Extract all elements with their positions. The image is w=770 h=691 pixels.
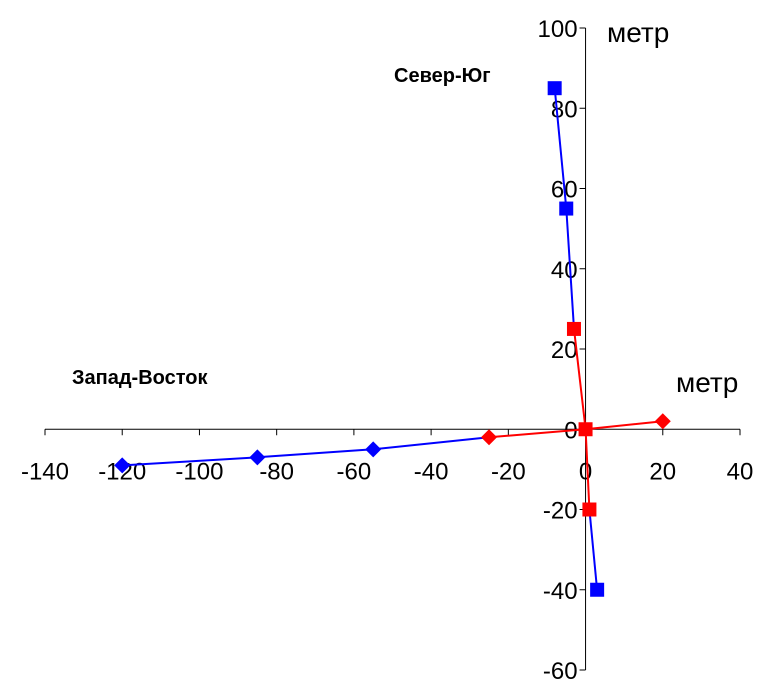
red-square-point	[566, 321, 581, 336]
x-tick-label: 0	[579, 458, 592, 485]
y-tick-label: 20	[551, 337, 578, 364]
x-unit-label: метр	[676, 367, 738, 398]
blue-square-point	[547, 81, 562, 96]
y-tick-label: -40	[543, 578, 578, 605]
red-diamond-point	[654, 413, 671, 430]
blue-diamond-point	[114, 457, 131, 474]
x-tick-label: -140	[21, 458, 69, 485]
x-tick-label: 40	[727, 458, 754, 485]
blue-square-point	[590, 582, 605, 597]
y-unit-label: метр	[607, 17, 669, 48]
x-tick-label: -20	[491, 458, 526, 485]
x-tick-label: 20	[649, 458, 676, 485]
y-tick-label: -20	[543, 498, 578, 525]
blue-square-point	[559, 201, 574, 216]
red-square-point	[582, 502, 597, 517]
axes	[45, 28, 740, 670]
x-tick-label: -80	[259, 458, 294, 485]
blue-diamond-point	[365, 441, 382, 458]
series-label-west-east: Запад-Восток	[72, 367, 208, 389]
x-tick-label: -60	[337, 458, 372, 485]
y-tick-label: -60	[543, 658, 578, 685]
x-tick-label: -40	[414, 458, 449, 485]
x-tick-label: -100	[175, 458, 223, 485]
y-tick-label: 100	[538, 16, 578, 43]
series-line-west_east_blue	[122, 436, 490, 467]
blue-diamond-point	[249, 449, 266, 466]
red-square-point	[578, 422, 593, 437]
series-markers	[114, 81, 671, 597]
y-tick-label: 80	[551, 96, 578, 123]
ticks: -140-120-100-80-60-40-200204010080604020…	[21, 16, 753, 685]
series-label-north-south: Север-Юг	[394, 65, 491, 87]
red-diamond-point	[481, 429, 498, 446]
y-tick-label: 40	[551, 257, 578, 284]
series-line-north_south_blue_lower	[588, 509, 599, 590]
series-lines	[122, 88, 663, 590]
